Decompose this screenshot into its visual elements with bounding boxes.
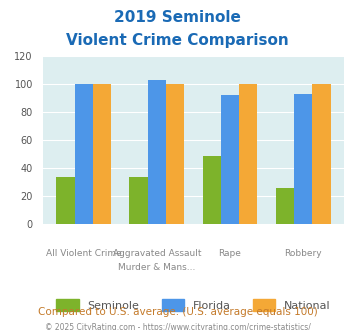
- Text: All Violent Crime: All Violent Crime: [46, 249, 122, 258]
- Bar: [312, 84, 331, 224]
- Bar: [148, 80, 166, 224]
- Bar: [239, 84, 257, 224]
- Bar: [93, 84, 111, 224]
- Bar: [221, 95, 239, 224]
- Text: 2019 Seminole: 2019 Seminole: [114, 10, 241, 25]
- Text: Rape: Rape: [219, 249, 241, 258]
- Bar: [276, 188, 294, 224]
- Bar: [294, 94, 312, 224]
- Text: Aggravated Assault: Aggravated Assault: [113, 249, 201, 258]
- Bar: [130, 177, 148, 224]
- Bar: [75, 84, 93, 224]
- Bar: [203, 156, 221, 224]
- Text: Robbery: Robbery: [284, 249, 322, 258]
- Text: © 2025 CityRating.com - https://www.cityrating.com/crime-statistics/: © 2025 CityRating.com - https://www.city…: [45, 323, 310, 330]
- Text: Murder & Mans...: Murder & Mans...: [118, 263, 196, 272]
- Text: Violent Crime Comparison: Violent Crime Comparison: [66, 33, 289, 48]
- Text: Compared to U.S. average. (U.S. average equals 100): Compared to U.S. average. (U.S. average …: [38, 307, 317, 317]
- Legend: Seminole, Florida, National: Seminole, Florida, National: [51, 294, 336, 316]
- Bar: [56, 177, 75, 224]
- Bar: [166, 84, 184, 224]
